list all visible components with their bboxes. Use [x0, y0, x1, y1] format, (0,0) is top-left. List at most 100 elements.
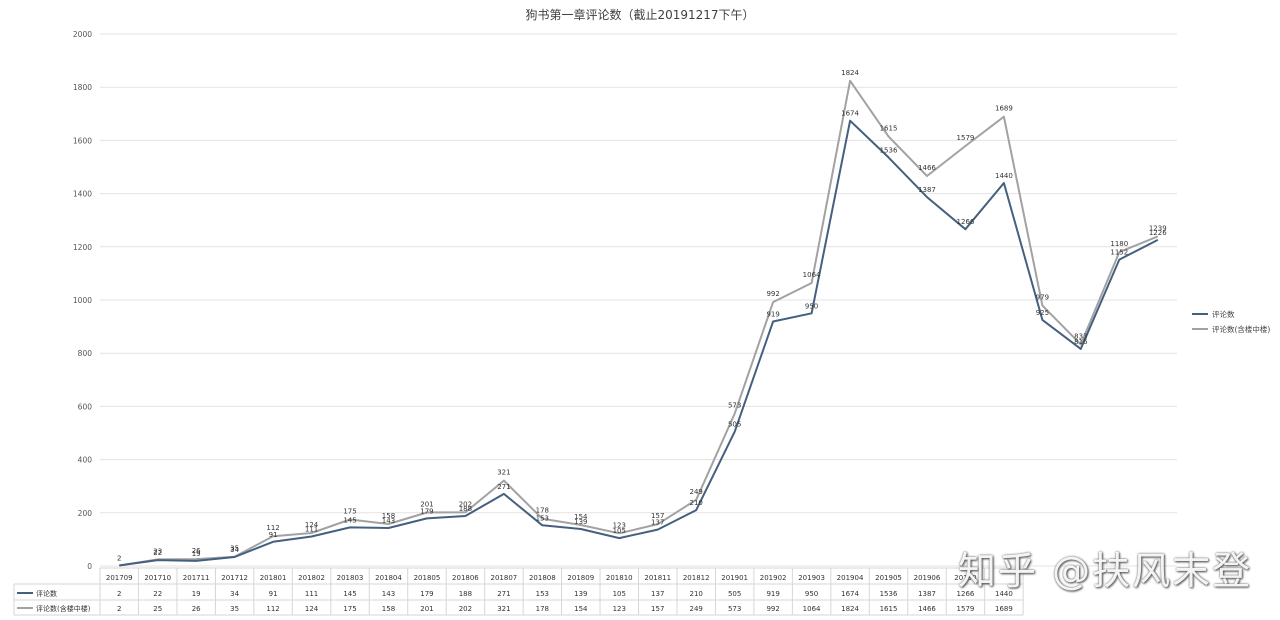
table-cell: 321: [497, 605, 510, 613]
data-label: 35: [230, 545, 239, 553]
data-label: 573: [728, 402, 741, 410]
table-cell: 111: [305, 590, 318, 598]
x-tick-label: 201803: [337, 574, 364, 582]
data-label: 950: [805, 302, 818, 310]
data-label: 111: [305, 525, 318, 533]
data-label: 1536: [880, 146, 898, 154]
table-cell: 35: [230, 605, 239, 613]
legend-entry: 评论数: [1212, 309, 1235, 319]
x-tick-label: 201805: [414, 574, 441, 582]
x-tick-label: 201710: [144, 574, 171, 582]
y-axis: 0 200 400 600 800 1000 1200 1400 1600 1800 2000: [73, 30, 92, 571]
data-label: 154: [574, 513, 588, 521]
table-series-name: 评论数(含楼中楼): [36, 604, 91, 613]
data-label: 201: [420, 501, 433, 509]
x-tick-label: 201901: [721, 574, 748, 582]
data-label: 1152: [1110, 249, 1128, 257]
y-tick-label: 200: [78, 509, 93, 518]
table-cell: 249: [690, 605, 703, 613]
data-label: 925: [1036, 309, 1049, 317]
y-tick-label: 600: [78, 402, 93, 411]
table-cell: 1536: [880, 590, 898, 598]
data-label: 145: [343, 516, 356, 524]
data-label: 153: [536, 514, 549, 522]
table-cell: 26: [192, 605, 201, 613]
x-tick-label: 201807: [491, 574, 518, 582]
x-tick-label: 201904: [837, 574, 864, 582]
data-label: 979: [1036, 294, 1049, 302]
x-tick-label: 201801: [260, 574, 287, 582]
table-cell: 2: [117, 605, 121, 613]
data-label: 919: [766, 311, 779, 319]
x-tick-label: 20190: [954, 574, 976, 582]
data-label: 178: [536, 507, 549, 515]
table-series-name: 评论数: [36, 589, 57, 598]
data-label: 816: [1074, 338, 1088, 346]
table-cell: 188: [459, 590, 472, 598]
y-tick-label: 1000: [73, 296, 92, 305]
data-label: 1239: [1149, 224, 1167, 232]
data-label: 137: [651, 519, 664, 527]
x-tick-label: 201812: [683, 574, 710, 582]
y-tick-label: 1200: [73, 243, 92, 252]
table-cell: 1466: [918, 605, 936, 613]
data-label: 505: [728, 421, 741, 429]
y-tick-label: 1600: [73, 136, 92, 145]
data-label: 139: [574, 518, 587, 526]
data-label: 124: [305, 521, 319, 529]
table-cell: 143: [382, 590, 395, 598]
table-cell: 105: [613, 590, 626, 598]
data-label: 157: [651, 512, 664, 520]
table-cell: 137: [651, 590, 664, 598]
table-cell: 919: [766, 590, 779, 598]
table-cell: 201: [420, 605, 433, 613]
table-cell: 124: [305, 605, 319, 613]
table-cell: 112: [266, 605, 279, 613]
data-label: 833: [1074, 332, 1087, 340]
table-cell: 992: [766, 605, 779, 613]
y-tick-label: 1800: [73, 83, 92, 92]
table-cell: 139: [574, 590, 587, 598]
table-cell: 25: [153, 605, 162, 613]
table-cell: 1064: [803, 605, 821, 613]
table-cell: 1440: [995, 590, 1013, 598]
data-label: 175: [343, 507, 356, 515]
data-label: 2: [117, 554, 121, 562]
data-label: 23: [153, 547, 162, 555]
table-cell: 1824: [841, 605, 859, 613]
series-line-1: [119, 79, 1159, 567]
data-label: 1615: [880, 124, 898, 132]
data-label: 105: [613, 527, 626, 535]
x-tick-label: 201808: [529, 574, 556, 582]
table-cell: 1689: [995, 605, 1013, 613]
x-tick-label: 201711: [183, 574, 210, 582]
data-label: 91: [269, 531, 278, 539]
table-cell: 154: [574, 605, 588, 613]
table-cell: 210: [690, 590, 703, 598]
chart-title: 狗书第一章评论数（截止20191217下午）: [525, 7, 754, 22]
table-cell: 1387: [918, 590, 936, 598]
table-cell: 22: [153, 590, 162, 598]
data-label: 249: [690, 488, 703, 496]
table-cell: 271: [497, 590, 510, 598]
data-label: 143: [382, 517, 395, 525]
series-lines: [119, 79, 1159, 567]
data-label: 1440: [995, 172, 1013, 180]
data-label: 1180: [1110, 240, 1128, 248]
table-cell: 202: [459, 605, 472, 613]
table-cell: 950: [805, 590, 818, 598]
table-cell: 157: [651, 605, 664, 613]
table-cell: 145: [343, 590, 356, 598]
table-cell: 91: [269, 590, 278, 598]
data-label: 992: [766, 290, 779, 298]
x-tick-label: 201811: [644, 574, 671, 582]
data-label: 1064: [803, 271, 821, 279]
x-tick-label: 201804: [375, 574, 402, 582]
data-label: 321: [497, 469, 510, 477]
data-label: 1674: [841, 110, 859, 118]
data-label: 179: [420, 507, 433, 515]
table-cell: 178: [536, 605, 549, 613]
x-tick-label: 201810: [606, 574, 633, 582]
